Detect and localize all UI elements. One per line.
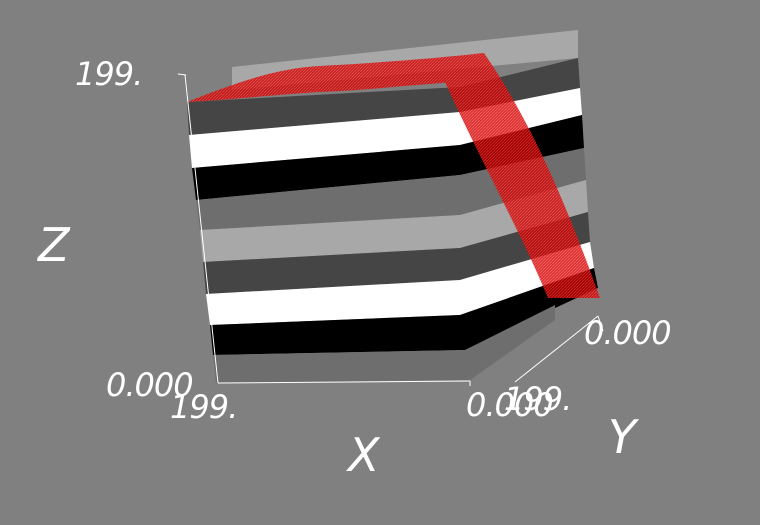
layer-9-mid	[213, 305, 555, 383]
y-axis-title: Y	[608, 410, 637, 464]
z-axis-line	[184, 74, 219, 384]
x-axis-title: X	[348, 428, 380, 482]
layer-7-white	[206, 242, 594, 325]
layer-8-black	[210, 268, 598, 355]
x-axis-line	[217, 380, 471, 384]
red-surface	[187, 53, 600, 298]
y-axis-line	[514, 315, 599, 383]
z-axis-max-label: 199.	[75, 55, 143, 93]
layer-1-dark	[187, 58, 580, 135]
axis-lines	[177, 73, 604, 386]
x-axis-min-label: 199.	[170, 388, 238, 426]
layer-4-mid	[196, 148, 586, 230]
layer-6-dark	[203, 212, 590, 294]
x-axis-max-label: 0.000	[466, 386, 554, 424]
surface-top	[187, 53, 484, 102]
layer-5-light	[200, 180, 588, 262]
z-axis-top-tick	[177, 73, 187, 76]
z-axis-min-label: 0.000	[106, 366, 194, 404]
y-axis-min-label: 199.	[504, 380, 572, 418]
y-axis-max-label: 0.000	[584, 314, 672, 352]
surface-front	[445, 53, 600, 298]
layer-3-black	[192, 115, 584, 200]
z-axis-title: Z	[38, 218, 70, 272]
y-axis-right	[597, 315, 604, 332]
